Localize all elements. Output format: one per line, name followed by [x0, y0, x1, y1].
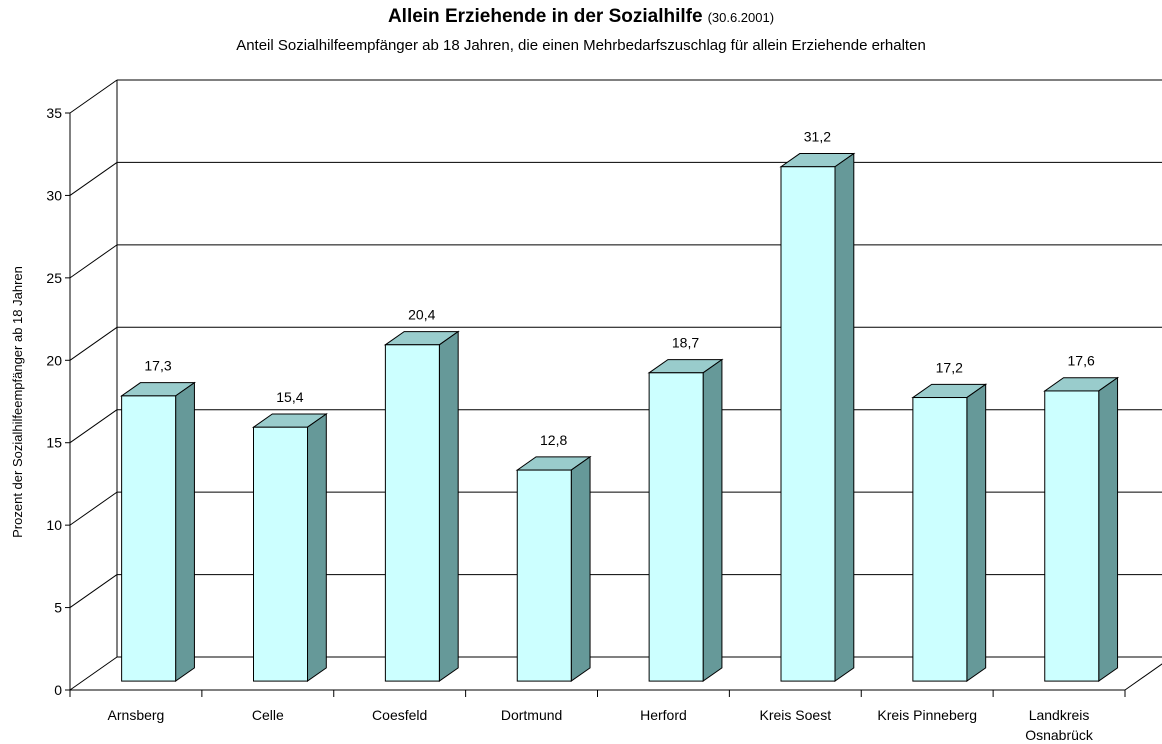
- x-tick-label: Celle: [252, 707, 284, 723]
- bar: [121, 395, 177, 682]
- bar-side: [702, 358, 723, 683]
- value-label: 12,8: [540, 432, 567, 448]
- bar-side: [966, 383, 987, 683]
- x-tick-label: Kreis Pinneberg: [877, 707, 977, 723]
- bar: [1044, 390, 1100, 682]
- wall-diagonal: [69, 244, 118, 279]
- bar: [648, 372, 704, 682]
- value-label: 31,2: [804, 129, 831, 145]
- x-tick-label: Landkreis Osnabrück: [1025, 707, 1094, 743]
- x-tick-label: Arnsberg: [108, 707, 165, 723]
- bar-side: [570, 455, 591, 683]
- floor-right-edge: [1124, 663, 1162, 691]
- wall-diagonal: [69, 79, 118, 114]
- title-note: (30.6.2001): [708, 10, 775, 25]
- value-label: 17,6: [1068, 353, 1095, 369]
- value-label: 20,4: [408, 307, 435, 323]
- y-tick-label: 25: [46, 270, 62, 286]
- y-tick-label: 0: [54, 682, 62, 698]
- wall-diagonal: [69, 409, 118, 444]
- value-label: 18,7: [672, 335, 699, 351]
- y-tick-label: 5: [54, 600, 62, 616]
- y-tick-label: 30: [46, 187, 62, 203]
- x-tick-label-line: Landkreis: [1029, 707, 1090, 723]
- bar-side: [834, 152, 855, 683]
- bar: [516, 469, 572, 682]
- wall-diagonal: [69, 162, 118, 196]
- value-label: 17,2: [936, 359, 963, 375]
- bar-side: [438, 330, 459, 683]
- wall-diagonal: [69, 326, 118, 361]
- y-tick-label: 15: [46, 435, 62, 451]
- bar: [912, 397, 968, 682]
- chart-title: Allein Erziehende in der Sozialhilfe (30.…: [388, 6, 774, 27]
- wall-diagonal: [69, 656, 118, 691]
- bar: [384, 344, 440, 682]
- x-tick-label: Kreis Soest: [760, 707, 832, 723]
- wall-diagonal: [69, 574, 118, 608]
- value-label: 17,3: [144, 358, 171, 374]
- y-tick-label: 35: [46, 105, 62, 121]
- bar-side: [1098, 376, 1119, 683]
- x-tick-label: Dortmund: [501, 707, 562, 723]
- bar: [780, 166, 836, 682]
- title: Allein Erziehende in der Sozialhilfe: [388, 6, 703, 27]
- y-axis-label: Prozent der Sozialhilfeempfänger ab 18 J…: [10, 266, 25, 538]
- bar: [253, 426, 309, 682]
- subtitle: Anteil Sozialhilfeempfänger ab 18 Jahren…: [236, 37, 926, 54]
- y-tick-label: 20: [46, 352, 62, 368]
- y-tick-label: 10: [46, 517, 62, 533]
- bar-side: [175, 381, 195, 683]
- x-tick-label: Coesfeld: [372, 707, 427, 723]
- bar-side: [307, 413, 327, 683]
- x-tick-label-line: Osnabrück: [1025, 727, 1094, 743]
- x-tick-label: Herford: [640, 707, 687, 723]
- wall-diagonal: [69, 491, 118, 526]
- value-label: 15,4: [276, 389, 303, 405]
